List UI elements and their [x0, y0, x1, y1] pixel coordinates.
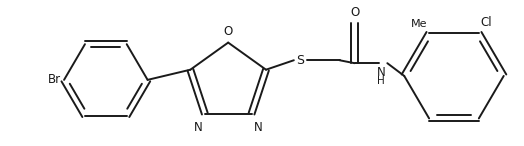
Text: N: N	[254, 121, 263, 134]
Text: H: H	[377, 76, 385, 86]
Text: N: N	[377, 66, 386, 79]
Text: Br: Br	[48, 73, 61, 86]
Text: S: S	[296, 54, 304, 67]
Text: Me: Me	[411, 19, 427, 29]
Text: Cl: Cl	[481, 16, 493, 29]
Text: O: O	[350, 6, 359, 19]
Text: O: O	[224, 25, 233, 38]
Text: N: N	[194, 121, 203, 134]
